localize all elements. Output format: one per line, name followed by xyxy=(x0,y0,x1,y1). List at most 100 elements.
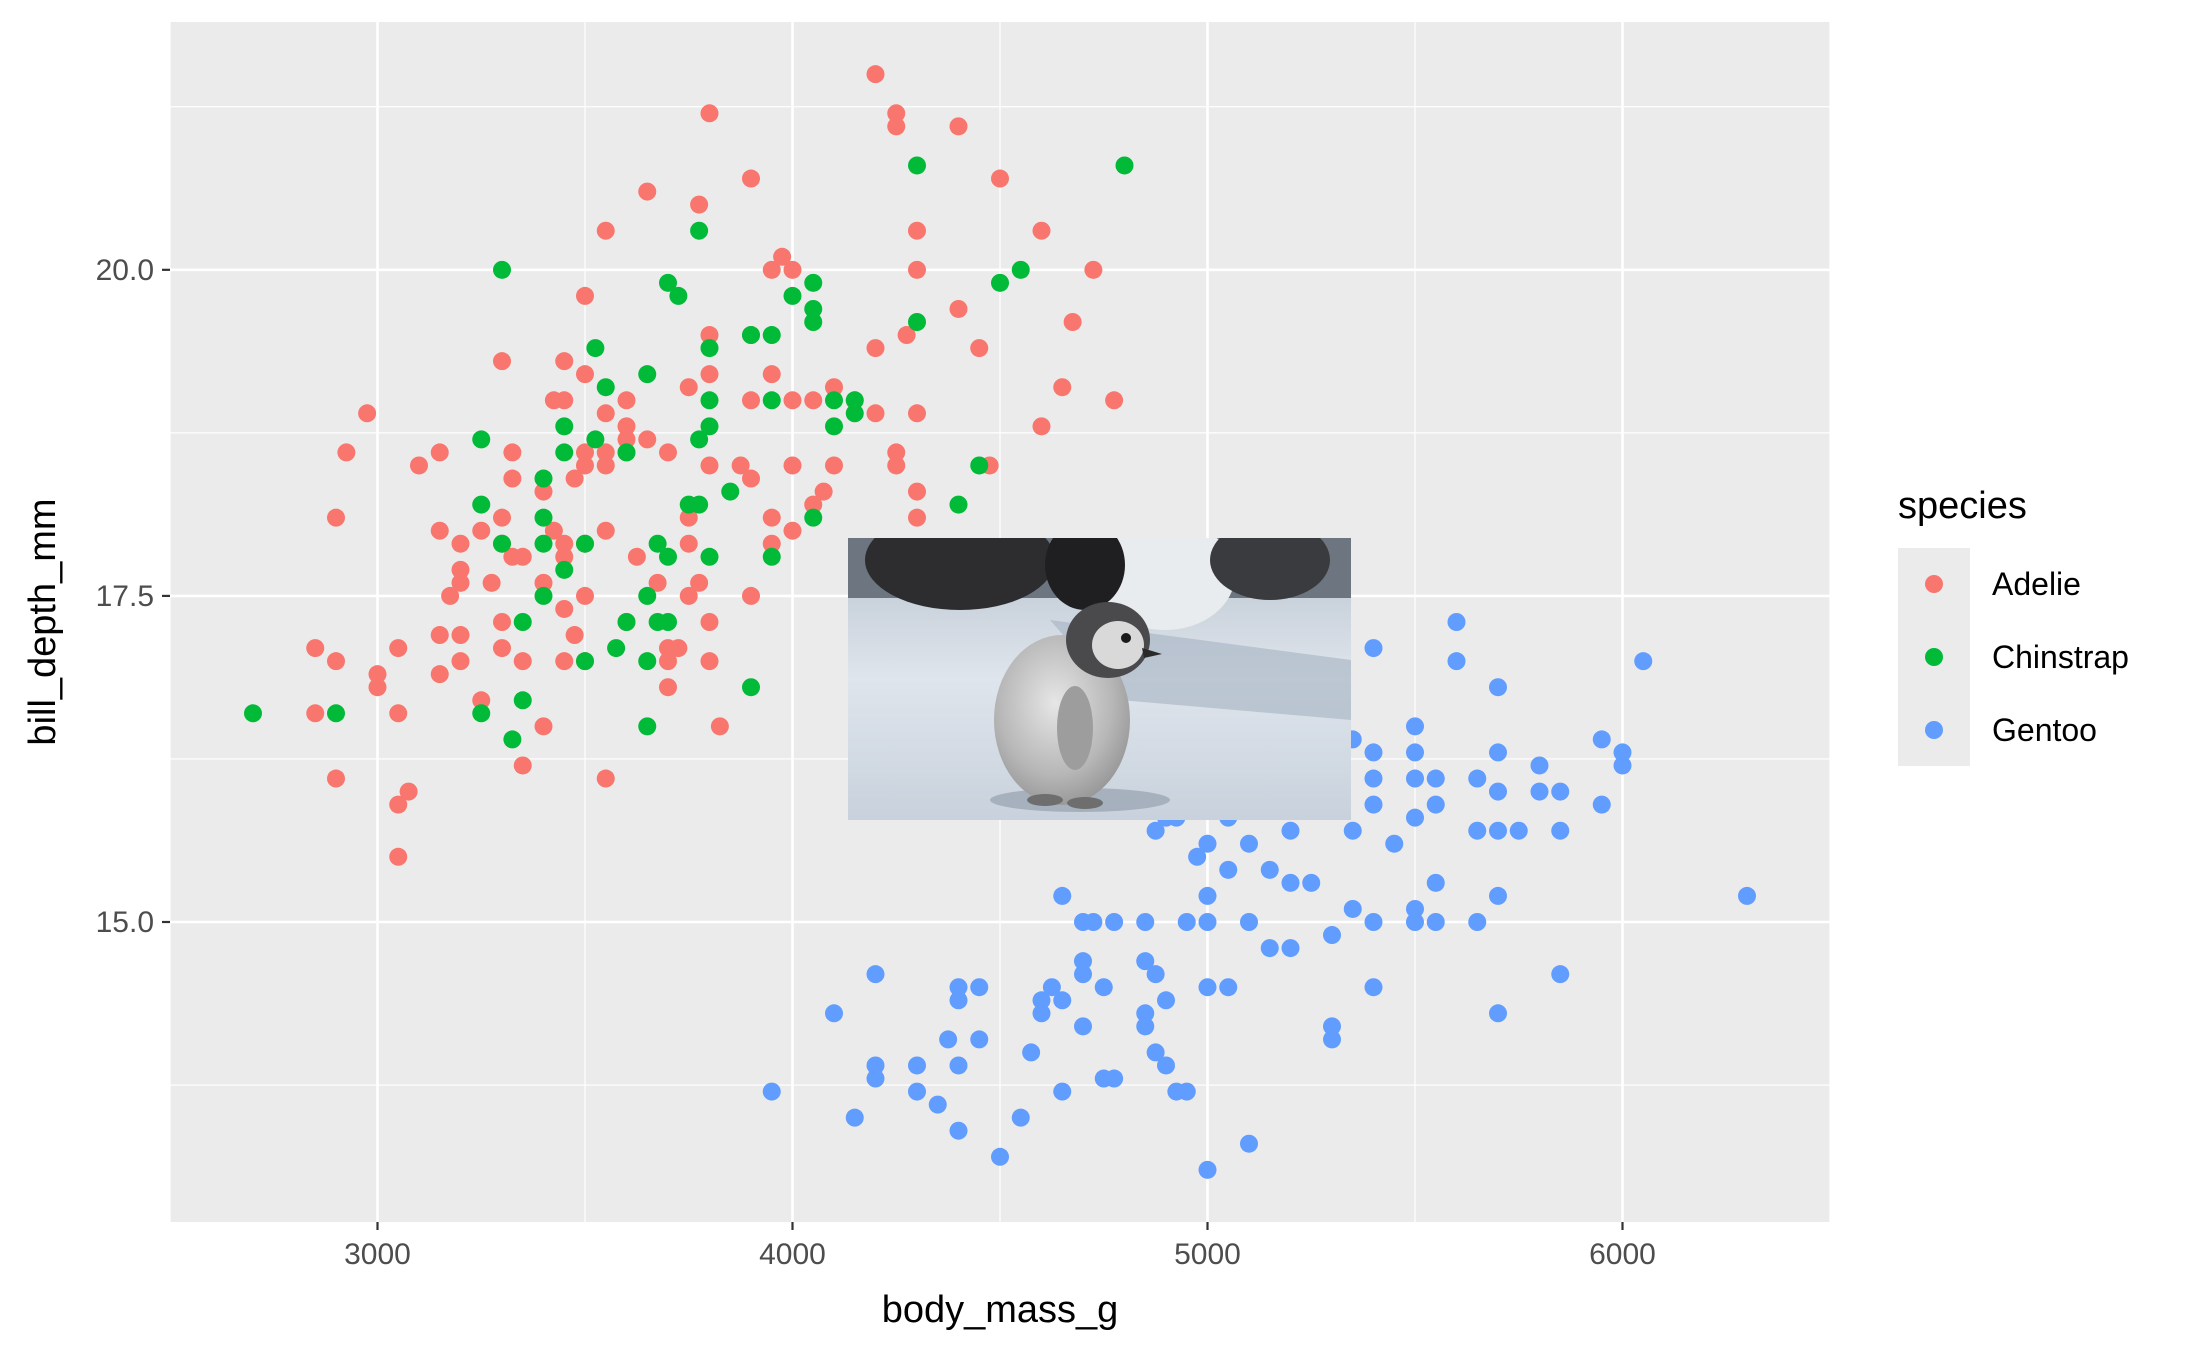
data-point-adelie xyxy=(430,521,449,540)
data-point-gentoo xyxy=(939,1030,958,1049)
data-point-adelie xyxy=(742,586,760,605)
data-point-chinstrap xyxy=(783,286,802,305)
data-point-gentoo xyxy=(1426,913,1445,931)
data-point-chinstrap xyxy=(700,391,719,410)
data-point-gentoo xyxy=(1426,769,1445,788)
data-point-gentoo xyxy=(825,1004,843,1023)
data-point-chinstrap xyxy=(991,273,1009,292)
data-point-adelie xyxy=(389,639,408,658)
data-point-gentoo xyxy=(1260,860,1279,879)
legend-key-adelie xyxy=(1925,575,1943,593)
data-point-gentoo xyxy=(1136,952,1155,971)
data-point-gentoo xyxy=(1489,678,1507,697)
data-point-chinstrap xyxy=(534,534,553,553)
data-point-chinstrap xyxy=(555,560,574,579)
data-point-adelie xyxy=(410,456,428,475)
data-point-adelie xyxy=(970,339,989,358)
data-point-chinstrap xyxy=(742,326,760,345)
data-point-adelie xyxy=(389,704,408,723)
data-point-gentoo xyxy=(1219,978,1238,997)
data-point-chinstrap xyxy=(690,221,709,240)
data-point-chinstrap xyxy=(825,391,843,410)
data-point-gentoo xyxy=(1032,1004,1051,1023)
data-point-gentoo xyxy=(1323,1017,1341,1036)
data-point-adelie xyxy=(669,639,688,658)
data-point-adelie xyxy=(762,534,781,553)
data-point-gentoo xyxy=(762,1082,781,1101)
data-point-adelie xyxy=(762,260,781,279)
data-point-adelie xyxy=(804,495,823,514)
data-point-gentoo xyxy=(1240,834,1258,853)
data-point-gentoo xyxy=(1613,756,1632,775)
data-point-gentoo xyxy=(1406,808,1424,827)
data-point-chinstrap xyxy=(659,613,677,631)
data-point-adelie xyxy=(368,678,387,697)
data-point-gentoo xyxy=(1094,978,1113,997)
data-point-adelie xyxy=(327,652,345,671)
data-point-gentoo xyxy=(1260,939,1279,958)
data-point-adelie xyxy=(472,691,491,710)
data-point-gentoo xyxy=(1198,978,1217,997)
data-point-adelie xyxy=(627,547,646,566)
data-point-adelie xyxy=(773,247,792,266)
data-point-adelie xyxy=(638,182,657,201)
data-point-gentoo xyxy=(1343,899,1362,918)
data-point-adelie xyxy=(783,456,802,475)
data-point-adelie xyxy=(576,443,594,462)
data-point-gentoo xyxy=(1489,1004,1507,1023)
data-point-gentoo xyxy=(908,1082,926,1101)
data-point-chinstrap xyxy=(648,534,667,553)
data-point-gentoo xyxy=(949,1121,968,1140)
data-point-chinstrap xyxy=(586,339,605,358)
data-point-chinstrap xyxy=(908,313,926,331)
data-point-gentoo xyxy=(1551,965,1570,984)
data-point-chinstrap xyxy=(555,443,574,462)
data-point-adelie xyxy=(866,404,885,423)
data-point-adelie xyxy=(949,117,968,136)
data-point-adelie xyxy=(908,404,926,423)
legend-key-chinstrap xyxy=(1925,648,1943,666)
data-point-gentoo xyxy=(1198,913,1217,931)
data-point-chinstrap xyxy=(700,339,719,358)
data-point-gentoo xyxy=(1188,847,1207,866)
data-point-adelie xyxy=(576,365,594,384)
data-point-adelie xyxy=(679,508,698,527)
data-point-gentoo xyxy=(908,1056,926,1075)
data-point-adelie xyxy=(690,573,709,592)
data-point-gentoo xyxy=(1406,717,1424,736)
data-point-adelie xyxy=(534,717,553,736)
data-point-gentoo xyxy=(1157,1056,1175,1075)
data-point-adelie xyxy=(596,769,615,788)
legend-title: species xyxy=(1898,485,2027,527)
data-point-gentoo xyxy=(1011,1108,1030,1127)
data-point-chinstrap xyxy=(908,156,926,175)
data-point-gentoo xyxy=(1146,965,1165,984)
data-point-chinstrap xyxy=(513,691,532,710)
data-point-chinstrap xyxy=(472,430,491,449)
data-point-chinstrap xyxy=(534,508,553,527)
x-tick-label: 4000 xyxy=(759,1238,826,1271)
data-point-adelie xyxy=(368,665,387,684)
x-tick-label: 6000 xyxy=(1589,1238,1656,1271)
data-point-gentoo xyxy=(866,1056,885,1075)
data-point-chinstrap xyxy=(638,717,657,736)
data-point-gentoo xyxy=(1509,821,1528,840)
data-point-chinstrap xyxy=(804,299,823,318)
data-point-adelie xyxy=(1105,391,1124,410)
data-point-chinstrap xyxy=(949,495,968,514)
data-point-adelie xyxy=(700,326,719,345)
data-point-gentoo xyxy=(1551,782,1570,801)
data-point-adelie xyxy=(710,717,729,736)
data-point-adelie xyxy=(596,221,615,240)
data-point-gentoo xyxy=(1074,1017,1092,1036)
data-point-adelie xyxy=(493,508,511,527)
data-point-gentoo xyxy=(1281,939,1300,958)
data-point-chinstrap xyxy=(638,365,657,384)
data-point-adelie xyxy=(534,573,553,592)
data-point-adelie xyxy=(534,482,553,501)
data-point-gentoo xyxy=(1551,821,1570,840)
data-point-gentoo xyxy=(1489,821,1507,840)
data-point-adelie xyxy=(306,639,325,658)
data-point-adelie xyxy=(659,678,677,697)
